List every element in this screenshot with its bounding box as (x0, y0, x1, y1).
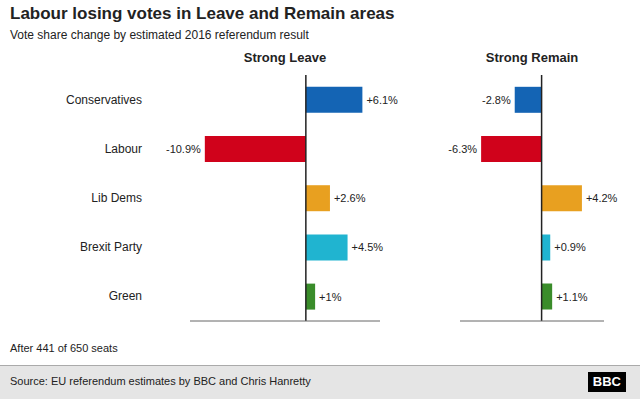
svg-text:+4.2%: +4.2% (586, 192, 618, 204)
html-text:Vote share change by estimated: Vote share change by estimated 2016 refe… (10, 28, 309, 42)
html-text:Strong Leave: Strong Leave (243, 50, 327, 65)
svg-text:+6.1%: +6.1% (366, 94, 398, 106)
svg-text:-10.9%: -10.9% (166, 143, 201, 155)
svg-text:Conservatives: Conservatives (66, 93, 142, 107)
svg-text:+1%: +1% (319, 291, 342, 303)
svg-text:+4.5%: +4.5% (352, 241, 384, 253)
svg-text:-2.8%: -2.8% (482, 94, 511, 106)
svg-text:Labour: Labour (105, 142, 142, 156)
svg-text:+0.9%: +0.9% (554, 241, 586, 253)
svg-text:Brexit Party: Brexit Party (80, 240, 142, 254)
html-text:After 441 of 650 seats: After 441 of 650 seats (10, 342, 118, 354)
html-text:Labour losing votes in Leave a: Labour losing votes in Leave and Remain … (10, 4, 395, 23)
svg-text:+2.6%: +2.6% (334, 192, 366, 204)
svg-text:-6.3%: -6.3% (448, 143, 477, 155)
html-text:Strong Remain: Strong Remain (485, 50, 579, 65)
html-text:BBC: BBC (592, 374, 621, 389)
svg-text:Green: Green (109, 289, 142, 303)
svg-text:+1.1%: +1.1% (556, 291, 588, 303)
html-text:Source: EU referendum estimate: Source: EU referendum estimates by BBC a… (10, 375, 311, 387)
svg-text:Lib Dems: Lib Dems (91, 191, 142, 205)
